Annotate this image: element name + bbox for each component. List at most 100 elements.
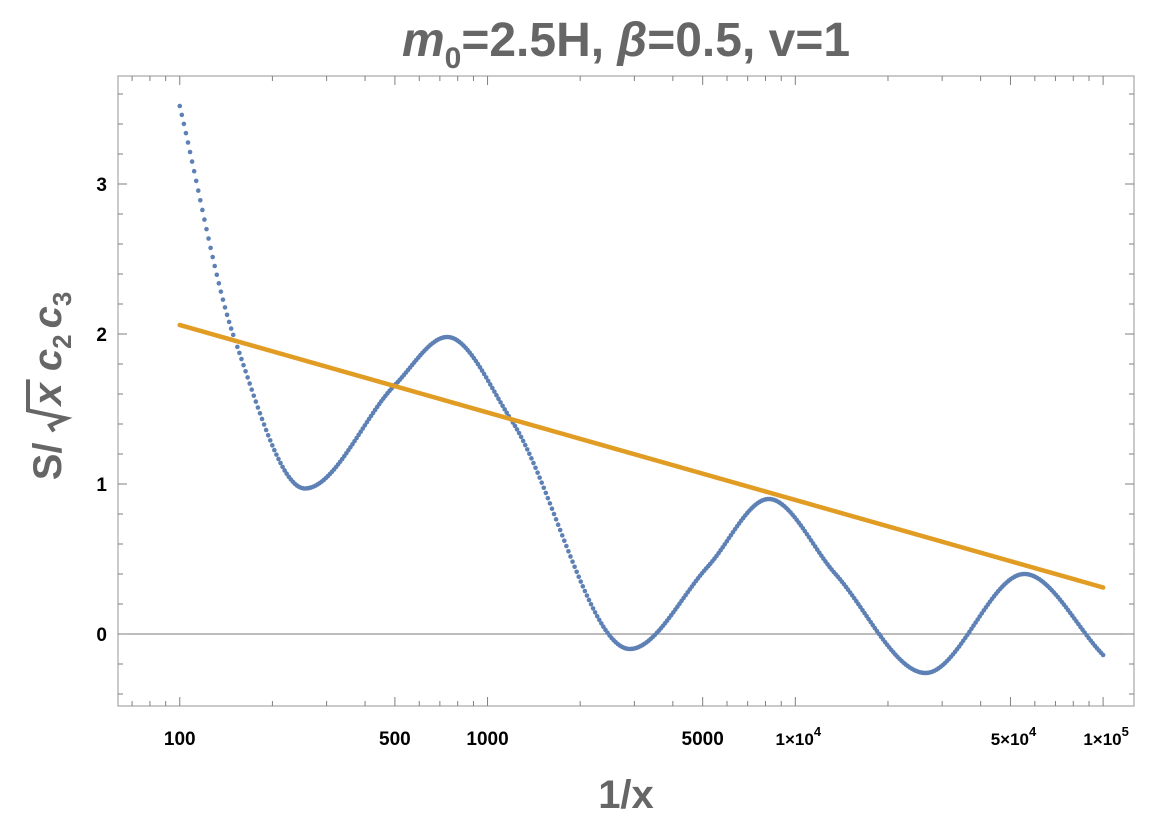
- data-point: [177, 103, 183, 109]
- y-label-c3-sub: 3: [47, 292, 77, 306]
- data-point: [191, 168, 197, 174]
- data-point: [512, 423, 518, 429]
- y-tick-label: 0: [96, 625, 107, 646]
- data-point: [261, 422, 267, 427]
- data-point: [477, 365, 483, 370]
- data-point: [578, 579, 584, 584]
- chart-title: m0=2.5H, β=0.5, v=1: [402, 14, 850, 75]
- data-point: [265, 432, 271, 438]
- data-point: [206, 236, 211, 241]
- x-tick-label: 1×104: [776, 724, 822, 749]
- data-point: [485, 378, 491, 384]
- data-point: [247, 381, 252, 386]
- title-beta-value: =0.5, v=1: [647, 14, 850, 67]
- data-point: [502, 407, 507, 412]
- x-tick-label: 5×104: [991, 724, 1037, 749]
- y-tick-label: 2: [96, 325, 107, 346]
- data-point: [545, 495, 551, 501]
- data-point: [494, 392, 499, 398]
- data-point: [580, 584, 586, 589]
- y-label-prefix: S/: [26, 431, 70, 480]
- data-point: [195, 188, 201, 193]
- x-tick-label: 100: [164, 729, 196, 750]
- data-point: [183, 130, 189, 136]
- data-point: [516, 430, 522, 436]
- data-point: [564, 543, 569, 549]
- y-label-c2-sub: 2: [47, 334, 77, 348]
- data-point: [251, 393, 257, 398]
- data-point: [481, 371, 487, 377]
- data-point: [218, 289, 224, 294]
- data-point: [596, 617, 602, 623]
- data-point: [576, 574, 582, 580]
- data-point: [282, 468, 287, 473]
- data-point: [222, 305, 228, 310]
- data-point: [208, 245, 213, 251]
- x-tick-label: 1000: [466, 729, 508, 750]
- data-point: [537, 475, 542, 480]
- data-point: [253, 399, 259, 404]
- data-point: [202, 217, 207, 222]
- svg-text:S/ xc2c3: S/ xc2c3: [26, 292, 77, 481]
- data-point: [226, 319, 232, 325]
- y-axis-ticks: [118, 93, 1134, 695]
- data-point: [224, 312, 230, 318]
- x-tick-label: 5000: [682, 729, 724, 750]
- data-point: [496, 396, 501, 402]
- data-point: [241, 362, 246, 368]
- data-point: [543, 490, 549, 496]
- data-point: [263, 427, 269, 433]
- plot-frame: [117, 75, 1135, 707]
- y-label-c3: c: [26, 306, 70, 328]
- data-point: [535, 470, 540, 475]
- data-point: [572, 564, 577, 570]
- data-point: [588, 601, 594, 607]
- series-linear: [177, 322, 1106, 590]
- data-point: [490, 385, 495, 391]
- data-point: [245, 375, 250, 380]
- title-beta-symbol: β: [615, 14, 647, 67]
- data-point: [541, 485, 547, 491]
- data-point: [230, 332, 236, 338]
- data-point: [594, 613, 600, 619]
- title-m-value: =2.5H,: [461, 14, 617, 67]
- data-point: [518, 434, 524, 440]
- y-label-c2: c: [26, 349, 70, 371]
- data-point: [483, 375, 489, 380]
- data-point: [276, 456, 281, 462]
- x-tick-label: 500: [379, 729, 411, 750]
- data-point: [514, 427, 520, 432]
- data-point: [200, 207, 205, 213]
- data-point: [270, 443, 275, 448]
- data-point: [520, 438, 526, 444]
- data-point: [193, 178, 199, 184]
- data-point: [568, 554, 573, 559]
- data-point: [212, 263, 218, 269]
- data-point: [522, 442, 528, 448]
- data-point: [582, 588, 588, 594]
- data-point: [566, 548, 571, 554]
- data-point: [280, 464, 285, 470]
- data-point: [479, 368, 485, 373]
- y-tick-label: 3: [96, 175, 107, 196]
- data-point: [525, 447, 530, 452]
- data-point: [539, 480, 544, 485]
- data-point: [557, 527, 563, 533]
- data-point: [487, 382, 493, 387]
- series-layer: [177, 103, 1106, 676]
- data-point: [570, 559, 575, 564]
- data-point: [243, 369, 248, 374]
- y-axis-tick-labels: 0 1 2 3: [96, 175, 107, 646]
- data-point: [500, 403, 505, 409]
- data-point: [249, 387, 255, 392]
- x-tick-label: 1×105: [1083, 724, 1129, 749]
- data-point: [527, 451, 532, 457]
- data-point: [179, 112, 185, 118]
- data-point: [257, 410, 263, 416]
- sqrt-sign: [26, 379, 73, 433]
- data-point: [216, 281, 222, 286]
- data-point: [228, 326, 234, 331]
- series-oscillating: [177, 103, 1106, 676]
- data-point: [272, 447, 277, 453]
- data-point: [267, 438, 273, 443]
